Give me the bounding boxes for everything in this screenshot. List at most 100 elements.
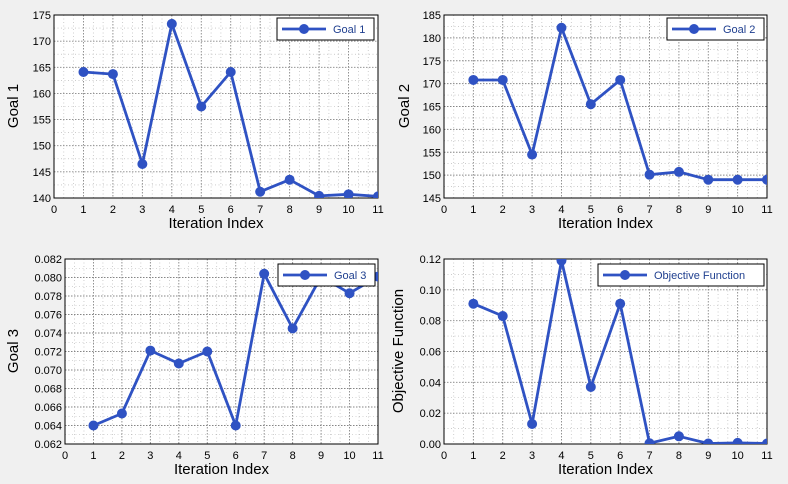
y-tick-label: 150 bbox=[33, 141, 51, 153]
x-tick-label: 3 bbox=[529, 450, 535, 462]
x-tick-label: 8 bbox=[290, 450, 296, 462]
legend-marker-swatch bbox=[620, 270, 630, 280]
x-tick-label: 11 bbox=[372, 204, 383, 216]
y-tick-label: 0.072 bbox=[34, 347, 62, 359]
x-tick-label: 6 bbox=[233, 450, 239, 462]
y-tick-label: 0.00 bbox=[420, 439, 441, 451]
y-tick-label: 0.066 bbox=[34, 402, 62, 414]
chart-panel-2: 0 1 2 3 4 5 6 7 8 9 10 11 145 150 155 160 165 170 175 180 18… bbox=[396, 10, 773, 232]
y-tick-label: 0.08 bbox=[420, 316, 441, 328]
x-tick-label: 11 bbox=[761, 450, 772, 462]
x-tick-label: 4 bbox=[558, 204, 564, 216]
x-tick-label: 9 bbox=[316, 204, 322, 216]
data-point bbox=[116, 408, 127, 419]
x-tick-label: 2 bbox=[110, 204, 116, 216]
x-tick-label: 6 bbox=[617, 450, 623, 462]
y-tick-label: 0.062 bbox=[34, 439, 62, 451]
plot-area bbox=[444, 259, 767, 444]
data-point bbox=[373, 191, 378, 198]
x-tick-label: 5 bbox=[204, 450, 210, 462]
x-tick-label: 6 bbox=[228, 204, 234, 216]
data-point bbox=[703, 174, 714, 185]
y-tick-label: 175 bbox=[423, 56, 441, 68]
x-tick-label: 5 bbox=[588, 450, 594, 462]
y-tick-label: 180 bbox=[423, 33, 441, 45]
x-tick-label: 8 bbox=[676, 450, 682, 462]
data-point bbox=[644, 438, 655, 444]
data-point bbox=[314, 190, 325, 198]
plot-frame bbox=[64, 258, 379, 445]
x-tick-label: 8 bbox=[287, 204, 293, 216]
data-point bbox=[644, 169, 655, 180]
x-tick-label: 2 bbox=[119, 450, 125, 462]
x-tick-label: 6 bbox=[617, 204, 623, 216]
x-axis-label: Iteration Index bbox=[168, 215, 264, 232]
data-point bbox=[230, 420, 241, 431]
legend-marker-swatch bbox=[300, 270, 310, 280]
data-point bbox=[173, 358, 184, 369]
data-point bbox=[497, 311, 508, 322]
plot-area bbox=[444, 15, 767, 198]
x-tick-label: 0 bbox=[441, 204, 447, 216]
x-tick-label: 1 bbox=[470, 450, 476, 462]
x-tick-label: 3 bbox=[139, 204, 145, 216]
data-point bbox=[497, 74, 508, 85]
x-tick-label: 4 bbox=[169, 204, 175, 216]
x-tick-label: 2 bbox=[500, 204, 506, 216]
data-point bbox=[585, 381, 596, 392]
data-layer bbox=[468, 22, 767, 185]
data-point bbox=[703, 438, 714, 444]
x-tick-label: 9 bbox=[705, 204, 711, 216]
y-tick-label: 165 bbox=[423, 102, 441, 114]
y-axis-label: Goal 1 bbox=[5, 84, 22, 128]
y-tick-label: 0.078 bbox=[34, 291, 62, 303]
data-point bbox=[615, 298, 626, 309]
y-tick-label: 160 bbox=[33, 88, 51, 100]
y-tick-label: 0.02 bbox=[420, 408, 441, 420]
legend: Goal 1 bbox=[276, 17, 375, 41]
legend-label: Objective Function bbox=[654, 270, 745, 282]
data-layer bbox=[78, 18, 378, 198]
data-point bbox=[344, 288, 355, 299]
y-tick-label: 0.12 bbox=[420, 254, 441, 266]
plot-frame bbox=[53, 14, 379, 199]
data-point bbox=[673, 431, 684, 442]
y-tick-label: 0.082 bbox=[34, 254, 62, 266]
x-tick-label: 0 bbox=[62, 450, 68, 462]
y-tick-label: 0.064 bbox=[34, 421, 62, 433]
x-tick-label: 10 bbox=[732, 204, 744, 216]
y-tick-label: 0.068 bbox=[34, 384, 62, 396]
data-point bbox=[284, 174, 295, 185]
legend-label: Goal 3 bbox=[334, 270, 366, 282]
data-point bbox=[196, 101, 207, 112]
data-point bbox=[762, 438, 767, 444]
y-tick-label: 0.070 bbox=[34, 365, 62, 377]
x-tick-label: 7 bbox=[646, 204, 652, 216]
data-point bbox=[732, 437, 743, 444]
x-tick-label: 9 bbox=[318, 450, 324, 462]
data-point bbox=[287, 323, 298, 334]
data-point bbox=[615, 74, 626, 85]
data-point bbox=[259, 268, 270, 279]
legend-label: Goal 1 bbox=[333, 24, 365, 36]
y-tick-label: 145 bbox=[33, 167, 51, 179]
legend-label: Goal 2 bbox=[723, 24, 755, 36]
chart-panel-1: 0 1 2 3 4 5 6 7 8 9 10 11 140 145 150 155 160 165 170 175 It… bbox=[5, 10, 384, 232]
x-tick-label: 1 bbox=[90, 450, 96, 462]
y-tick-label: 140 bbox=[33, 193, 51, 205]
y-tick-label: 145 bbox=[423, 193, 441, 205]
data-point bbox=[762, 174, 767, 185]
legend: Goal 3 bbox=[277, 263, 376, 287]
x-tick-label: 7 bbox=[646, 450, 652, 462]
data-point bbox=[166, 18, 177, 29]
y-tick-label: 150 bbox=[423, 170, 441, 182]
y-tick-label: 155 bbox=[33, 115, 51, 127]
y-tick-label: 0.04 bbox=[420, 377, 441, 389]
y-tick-label: 0.06 bbox=[420, 347, 441, 359]
y-axis-label: Goal 2 bbox=[396, 84, 413, 128]
data-point bbox=[88, 420, 99, 431]
data-point bbox=[556, 22, 567, 33]
x-axis-label: Iteration Index bbox=[558, 461, 654, 478]
data-point bbox=[556, 259, 567, 266]
x-axis-label: Iteration Index bbox=[174, 461, 270, 478]
